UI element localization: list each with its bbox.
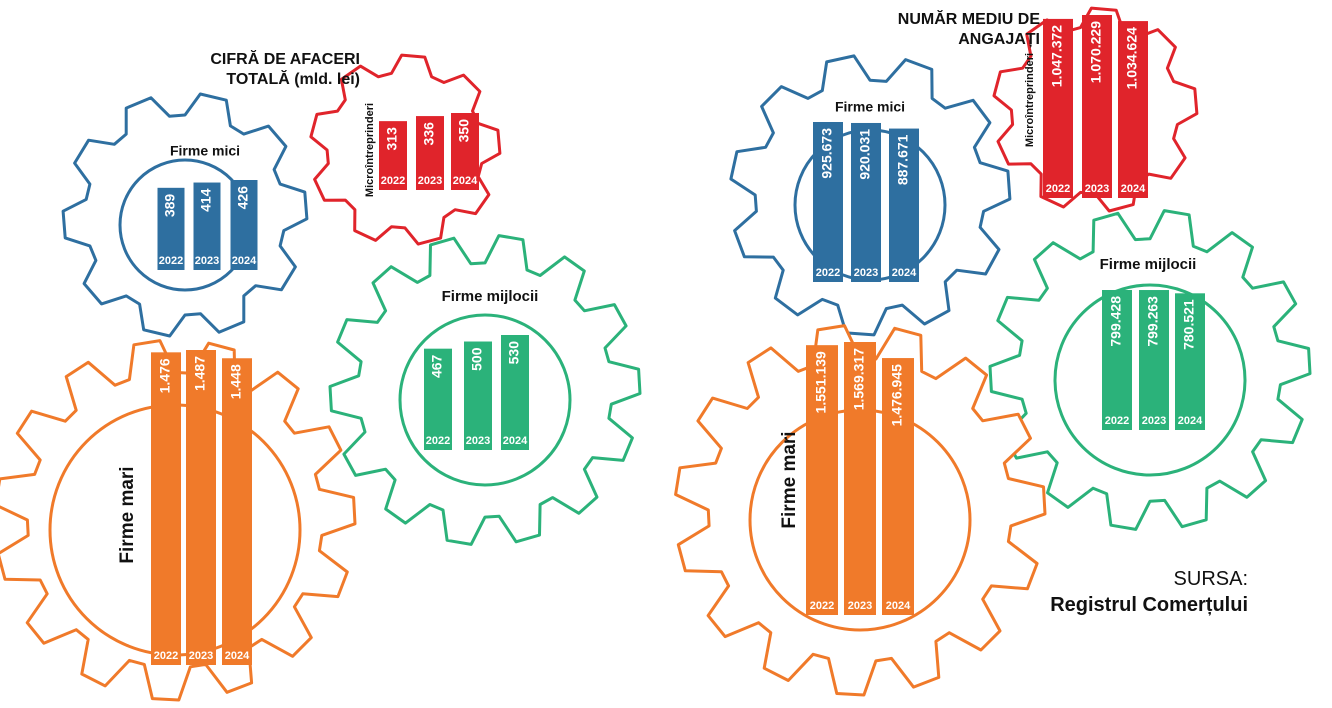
bar <box>193 182 221 270</box>
value-label: 350 <box>456 119 472 143</box>
value-label: 1.476.945 <box>889 364 905 426</box>
value-label: 426 <box>235 186 251 210</box>
bar <box>451 113 479 190</box>
source-name: Registrul Comerțului <box>1050 594 1248 616</box>
category-label: 2022 <box>426 435 450 447</box>
category-label: 2024 <box>453 175 478 187</box>
bar <box>1139 290 1169 430</box>
bar <box>379 121 407 190</box>
category-label: 2024 <box>503 435 528 447</box>
value-label: 313 <box>384 127 400 151</box>
category-label: 2023 <box>195 255 219 267</box>
bar <box>416 116 444 190</box>
category-label: 2023 <box>854 267 878 279</box>
bar <box>889 128 919 282</box>
category-label: 2024 <box>1178 415 1203 427</box>
bar <box>813 122 843 282</box>
chart-title: Firme mijlocii <box>442 288 539 305</box>
gear-hub <box>398 313 572 487</box>
bar <box>1082 15 1112 198</box>
gear-hub <box>1053 283 1247 477</box>
value-label: 1.047.372 <box>1049 25 1065 87</box>
bar <box>882 358 914 615</box>
chart-title: Firme mici <box>170 143 240 159</box>
bar <box>157 187 185 270</box>
chart-title: Firme mari <box>117 466 138 563</box>
chart-title: Microîntreprinderi <box>364 103 376 197</box>
bar <box>1118 21 1148 198</box>
chart-title: Microîntreprinderi <box>1024 53 1036 147</box>
bar <box>464 341 492 450</box>
value-label: 920.031 <box>857 129 873 180</box>
value-label: 1.034.624 <box>1124 27 1140 89</box>
bar <box>851 122 881 282</box>
category-label: 2022 <box>381 175 405 187</box>
category-label: 2022 <box>154 650 178 662</box>
right-title: NUMĂR MEDIU DE ANGAJAȚI <box>897 11 1040 48</box>
bar <box>1043 18 1073 198</box>
value-label: 389 <box>162 194 178 218</box>
category-label: 2023 <box>1142 415 1166 427</box>
bar <box>501 335 529 450</box>
value-label: 414 <box>198 188 214 212</box>
value-label: 1.551.139 <box>813 351 829 413</box>
value-label: 1.448 <box>228 364 244 399</box>
category-label: 2022 <box>810 600 834 612</box>
bar <box>424 348 452 450</box>
category-label: 2023 <box>848 600 872 612</box>
value-label: 887.671 <box>895 134 911 185</box>
source-label: SURSA: <box>1173 568 1248 590</box>
category-label: 2022 <box>1046 183 1070 195</box>
category-label: 2023 <box>466 435 490 447</box>
value-label: 799.263 <box>1145 296 1161 347</box>
category-label: 2024 <box>225 650 250 662</box>
chart-title: Firme mijlocii <box>1100 256 1197 273</box>
bar <box>186 350 216 665</box>
value-label: 500 <box>469 347 485 371</box>
bar <box>806 345 838 615</box>
category-label: 2024 <box>232 255 257 267</box>
value-label: 925.673 <box>819 128 835 179</box>
value-label: 1.070.229 <box>1088 21 1104 83</box>
category-label: 2024 <box>886 600 911 612</box>
bar <box>1102 290 1132 430</box>
bar <box>1175 293 1205 430</box>
value-label: 467 <box>429 354 445 378</box>
left-title: CIFRĂ DE AFACERI TOTALĂ (mld. lei) <box>210 51 360 88</box>
value-label: 1.569.317 <box>851 348 867 410</box>
bar <box>222 358 252 665</box>
bar <box>844 342 876 615</box>
category-label: 2022 <box>816 267 840 279</box>
category-label: 2023 <box>189 650 213 662</box>
value-label: 530 <box>506 341 522 365</box>
bar <box>230 180 258 270</box>
source: SURSA: Registrul Comerțului <box>1050 566 1248 618</box>
value-label: 1.476 <box>157 358 173 393</box>
value-label: 780.521 <box>1181 299 1197 350</box>
value-label: 1.487 <box>192 356 208 391</box>
value-label: 799.428 <box>1108 296 1124 347</box>
gear <box>61 92 309 338</box>
category-label: 2023 <box>1085 183 1109 195</box>
category-label: 2024 <box>1121 183 1146 195</box>
category-label: 2022 <box>159 255 183 267</box>
chart-title: Firme mici <box>835 99 905 115</box>
category-label: 2023 <box>418 175 442 187</box>
value-label: 336 <box>421 122 437 146</box>
category-label: 2024 <box>892 267 917 279</box>
category-label: 2022 <box>1105 415 1129 427</box>
chart-title: Firme mari <box>779 431 800 528</box>
bar <box>151 352 181 665</box>
